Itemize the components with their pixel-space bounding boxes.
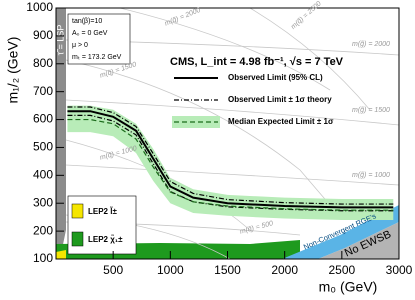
param: mₜ = 173.2 GeV <box>72 54 122 61</box>
contour <box>65 99 400 126</box>
y-tick-label: 700 <box>33 84 53 98</box>
legend-label: Observed Limit ± 1σ theory <box>228 95 332 104</box>
x-tick-label: 3000 <box>386 263 413 277</box>
expected-band <box>67 105 394 220</box>
nonconvergent-region <box>282 205 399 259</box>
y-tick-label: 400 <box>33 168 53 182</box>
lep2-swatch <box>71 231 84 247</box>
param-box <box>67 13 131 65</box>
x-tick-label: 2500 <box>328 263 355 277</box>
contour-label: m(g̃) = 2000 <box>352 41 390 48</box>
y-tick-label: 1000 <box>26 0 53 14</box>
x-axis-label: m₀ (GeV) <box>319 279 378 295</box>
stau-lsp-region <box>56 8 66 259</box>
y-tick-label: 800 <box>33 56 53 70</box>
contour-label: m(g̃) = 1000 <box>352 172 390 179</box>
lep2-slepton-region <box>56 250 66 259</box>
lep2-label: LEP2 χ̃₁± <box>88 235 123 244</box>
series-line <box>67 118 394 211</box>
contour <box>249 7 371 111</box>
legend-label: Observed Limit (95% CL) <box>228 73 323 82</box>
series-line <box>67 110 394 209</box>
legend-label: Median Expected Limit ± 1σ <box>228 117 334 126</box>
contour-label: m(g̃) = 1500 <box>352 107 390 114</box>
param: A₀ = 0 GeV <box>72 30 108 37</box>
x-tick-label: 1500 <box>214 263 241 277</box>
x-tick-label: 2000 <box>271 263 298 277</box>
series-line <box>67 106 394 205</box>
lep2-swatch <box>71 203 84 219</box>
y-tick-label: 500 <box>33 140 53 154</box>
param: μ > 0 <box>72 42 88 49</box>
y-tick-label: 300 <box>33 195 53 209</box>
y-tick-label: 200 <box>33 223 53 237</box>
plot <box>67 105 394 220</box>
legend-band <box>172 116 220 128</box>
param: tan(β)=10 <box>72 18 102 25</box>
contour <box>119 7 331 91</box>
no-ewsb-region <box>318 222 399 259</box>
header: CMS, L_int = 4.98 fb⁻¹, √s = 7 TeV <box>170 56 344 68</box>
y-tick-label: 900 <box>33 28 53 42</box>
x-tick-label: 500 <box>103 263 123 277</box>
lep2-label: LEP2 l̃± <box>88 207 117 216</box>
y-axis-label: m₁/₂ (GeV) <box>5 37 21 104</box>
contour <box>65 59 331 206</box>
x-tick-label: 1000 <box>157 263 184 277</box>
contour <box>65 164 400 186</box>
y-tick-label: 600 <box>33 112 53 126</box>
y-tick-label: 100 <box>33 251 53 265</box>
region-label: τ̃ = LSP <box>55 25 65 56</box>
